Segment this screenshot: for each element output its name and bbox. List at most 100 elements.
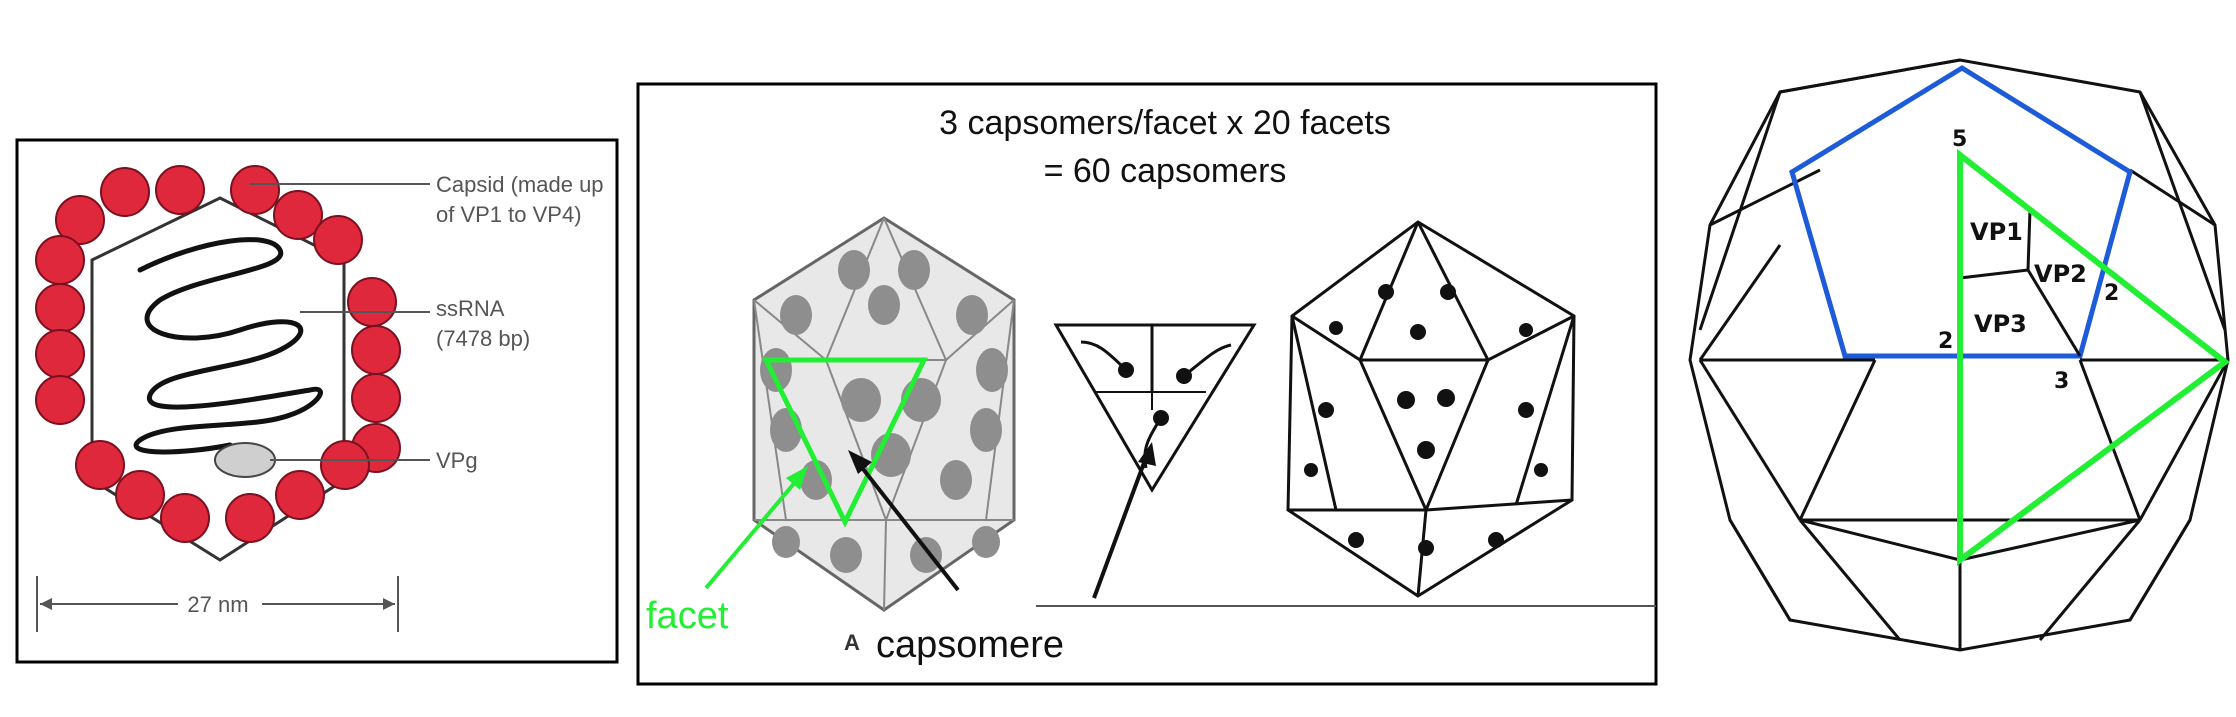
fivefold-axis-label: 5 bbox=[1952, 127, 1967, 152]
ico-b-capsomere bbox=[1488, 532, 1504, 548]
ico-b-edge bbox=[1424, 359, 1490, 511]
capsomere-disc bbox=[770, 408, 802, 452]
ico-b-edge bbox=[1514, 315, 1576, 506]
capsomere-sphere bbox=[35, 329, 85, 379]
single-facet bbox=[1053, 323, 1257, 493]
wire-edge bbox=[1709, 168, 1821, 227]
twofold-axis-label-right: 2 bbox=[2104, 281, 2119, 306]
ico-b-capsomere bbox=[1417, 441, 1435, 459]
ico-edge bbox=[825, 359, 887, 521]
capsomere-sphere bbox=[115, 470, 165, 520]
wire-edge bbox=[1799, 518, 1961, 562]
ico-b-edge bbox=[1487, 314, 1575, 362]
facet-triangle bbox=[761, 357, 929, 528]
capsomere-sphere bbox=[230, 165, 280, 215]
ico-edge bbox=[883, 519, 887, 611]
capsomere-sphere bbox=[347, 277, 397, 327]
facet-capsomere-tail bbox=[1183, 343, 1232, 378]
threefold-axis-label: 3 bbox=[2054, 369, 2069, 394]
wire-edge bbox=[1779, 58, 1961, 94]
wire-edge bbox=[1798, 359, 1877, 521]
capsomere-disc bbox=[800, 460, 832, 500]
ssrna-label-line2: (7478 bp) bbox=[436, 326, 530, 351]
wire-edge bbox=[2129, 168, 2216, 227]
single-facet-outline bbox=[1053, 323, 1257, 493]
capsomere-disc bbox=[972, 526, 1000, 558]
capsomere-sphere bbox=[225, 493, 275, 543]
virion-schematic-svg: Capsid (made up of VP1 to VP4) ssRNA (74… bbox=[15, 138, 619, 664]
capsomere-arrow-shaft-2 bbox=[1092, 451, 1150, 599]
ico-b-edge bbox=[1290, 315, 1338, 511]
capsomere-disc bbox=[868, 285, 900, 325]
capsomere-sphere bbox=[35, 283, 85, 333]
ico-b-capsomere bbox=[1304, 463, 1318, 477]
capsomere-disc bbox=[956, 295, 988, 335]
capsomere-sphere bbox=[35, 375, 85, 425]
capsomere-disc bbox=[940, 460, 972, 500]
capsomere-sphere bbox=[273, 190, 323, 240]
capsomere-arrow-head-1 bbox=[848, 450, 872, 474]
wire-edge bbox=[1698, 244, 1782, 361]
capsomere-arrow-head-2 bbox=[1138, 442, 1156, 466]
capsomere-arrow-shaft-1 bbox=[854, 458, 960, 592]
polyhedron-wireframe bbox=[1688, 58, 2230, 652]
capsomere-sphere bbox=[35, 235, 85, 285]
ico-b-capsomere bbox=[1519, 323, 1533, 337]
ico-b-capsomere bbox=[1348, 532, 1364, 548]
wire-edge bbox=[1698, 359, 1802, 521]
capsomere-sphere bbox=[55, 195, 105, 245]
vp3-label: VP3 bbox=[1974, 310, 2027, 338]
icosahedron-line-capsomeres bbox=[1304, 284, 1548, 556]
ico-edge bbox=[985, 299, 1015, 521]
protomer-edge bbox=[2026, 269, 2082, 357]
wire-edge bbox=[2078, 359, 2142, 521]
ico-b-capsomere bbox=[1418, 540, 1434, 556]
ssrna-label-line1: ssRNA bbox=[436, 296, 505, 321]
ico-b-capsomere bbox=[1318, 402, 1334, 418]
vp2-label: VP2 bbox=[2034, 260, 2087, 288]
capsomere-disc bbox=[841, 378, 881, 422]
scale-arrowhead-right bbox=[383, 598, 395, 610]
capsomere-disc bbox=[970, 408, 1002, 452]
vp1-label: VP1 bbox=[1970, 218, 2023, 246]
capsomere-sphere bbox=[320, 440, 370, 490]
ico-b-capsomere bbox=[1437, 389, 1455, 407]
symmetry-panel: VP1 VP2 VP3 5 2 2 3 bbox=[1670, 0, 2236, 712]
vpg-protein bbox=[214, 442, 276, 478]
vpg-label: VPg bbox=[436, 448, 478, 473]
capsomere-disc bbox=[898, 250, 930, 290]
capsomere-disc bbox=[780, 295, 812, 335]
ico-b-edge bbox=[1425, 498, 1573, 512]
title-line2: = 60 capsomers bbox=[1044, 152, 1287, 190]
ico-b-capsomere bbox=[1440, 284, 1456, 300]
wire-edge bbox=[2138, 91, 2227, 331]
capsomere-sphere bbox=[351, 373, 401, 423]
figure-letter: A bbox=[844, 630, 860, 655]
protomer-edge bbox=[2026, 209, 2032, 271]
twofold-axis-label-left: 2 bbox=[1938, 329, 1953, 354]
ico-b-edge bbox=[1358, 359, 1428, 511]
ico-b-capsomere bbox=[1329, 321, 1343, 335]
asymmetric-unit-triangle bbox=[1957, 148, 2230, 566]
scale-label: 27 nm bbox=[187, 592, 248, 617]
wire-edge bbox=[1728, 519, 1792, 621]
capsomere-sphere bbox=[100, 167, 150, 217]
capsomere-label: capsomere bbox=[876, 624, 1064, 666]
schematic-frame bbox=[15, 138, 619, 664]
capsomere-sphere bbox=[160, 493, 210, 543]
wire-edge bbox=[2038, 519, 2142, 641]
title-line1: 3 capsomers/facet x 20 facets bbox=[939, 104, 1391, 142]
capsid-label-line1: Capsid (made up bbox=[436, 172, 604, 197]
facet-panel: 3 capsomers/facet x 20 facets = 60 capso… bbox=[636, 80, 1662, 692]
symmetry-svg: VP1 VP2 VP3 5 2 2 3 bbox=[1688, 58, 2230, 652]
facet-label: facet bbox=[646, 595, 729, 637]
capsomere-disc bbox=[976, 348, 1008, 392]
ico-b-capsomere bbox=[1518, 402, 1534, 418]
capsomere-sphere bbox=[351, 325, 401, 375]
facet-arrow-shaft bbox=[704, 472, 804, 590]
virion-schematic-panel: Capsid (made up of VP1 to VP4) ssRNA (74… bbox=[0, 0, 640, 712]
capsid-label-line2: of VP1 to VP4) bbox=[436, 202, 582, 227]
icosahedron-grey bbox=[752, 216, 1016, 612]
ico-edge bbox=[753, 299, 787, 521]
ico-b-capsomere bbox=[1534, 463, 1548, 477]
